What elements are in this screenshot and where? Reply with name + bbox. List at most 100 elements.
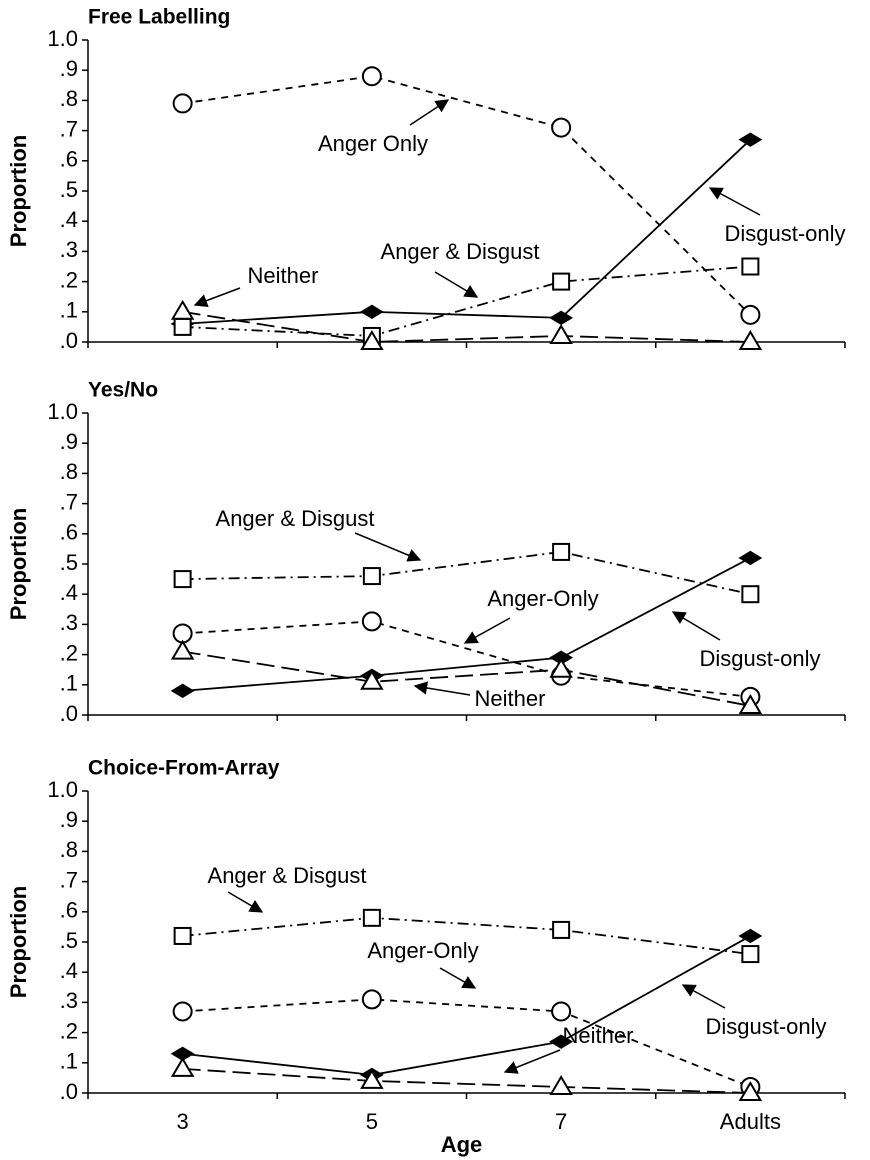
y-tick-label: .7 (60, 116, 78, 141)
series-annotation: Neither (563, 1023, 634, 1048)
series-line (182, 935, 751, 1076)
annotation-arrow (193, 287, 241, 308)
marker (738, 693, 763, 714)
marker (361, 611, 382, 632)
series-annotation: Anger & Disgust (208, 863, 367, 888)
x-tick-label: Adults (720, 1109, 781, 1134)
y-tick-label: .6 (60, 898, 78, 923)
annotation-arrow (503, 1049, 561, 1074)
marker (173, 926, 192, 945)
y-tick-label: .9 (60, 429, 78, 454)
marker (741, 585, 760, 604)
y-tick-label: .9 (60, 56, 78, 81)
marker (549, 650, 574, 665)
y-tick-label: 1.0 (47, 399, 78, 424)
marker (738, 928, 763, 944)
y-tick-label: 1.0 (47, 777, 78, 802)
y-tick-label: 1.0 (47, 26, 78, 51)
series-line (182, 139, 751, 325)
marker (552, 272, 571, 291)
series-annotation: Disgust-only (699, 646, 820, 671)
y-tick-label: .8 (60, 459, 78, 484)
y-tick-label: .4 (60, 207, 78, 232)
y-axis-label: Proportion (6, 886, 31, 998)
marker (552, 542, 571, 561)
marker (172, 1001, 193, 1022)
series-annotation: Neither (248, 263, 319, 288)
marker (549, 1074, 573, 1095)
series-annotation: Anger-Only (487, 586, 598, 611)
series-annotation: Disgust-only (705, 1014, 826, 1039)
series-line (182, 310, 751, 343)
y-tick-label: .1 (60, 671, 78, 696)
annotation-arrow (439, 967, 477, 989)
x-tick-label: 5 (366, 1109, 378, 1134)
series-annotation: Anger-Only (367, 938, 478, 963)
y-tick-label: .8 (60, 837, 78, 862)
marker (552, 920, 571, 939)
marker (170, 1056, 195, 1077)
series-line (182, 1067, 751, 1094)
marker (359, 304, 384, 319)
annotation-arrow (409, 99, 450, 126)
marker (360, 669, 384, 690)
y-tick-label: .8 (60, 86, 78, 111)
x-tick-label: 7 (555, 1109, 567, 1134)
y-tick-label: .5 (60, 177, 78, 202)
series-line (182, 916, 751, 955)
series-line (182, 650, 751, 707)
annotation-arrow (413, 681, 471, 696)
marker (549, 1034, 574, 1049)
marker (551, 117, 572, 138)
marker (549, 310, 574, 326)
annotation-arrow (708, 187, 761, 216)
series-annotation: Disgust-only (724, 221, 845, 246)
annotation-arrow (354, 532, 422, 562)
marker (362, 567, 381, 586)
marker (549, 323, 573, 344)
y-tick-label: .4 (60, 580, 78, 605)
marker (170, 683, 195, 699)
y-tick-label: .9 (60, 807, 78, 832)
y-tick-label: .0 (60, 701, 78, 726)
y-tick-label: .7 (60, 489, 78, 514)
annotation-arrow (434, 271, 479, 298)
marker (738, 330, 763, 350)
y-tick-label: .6 (60, 147, 78, 172)
series-line (182, 557, 751, 692)
series-annotation: Anger Only (318, 131, 428, 156)
annotation-arrow (227, 891, 264, 913)
y-axis-label: Proportion (6, 508, 31, 620)
y-tick-label: .5 (60, 928, 78, 953)
y-tick-label: .6 (60, 520, 78, 545)
marker (549, 657, 573, 678)
marker (361, 989, 382, 1010)
marker (362, 908, 381, 927)
y-tick-label: .3 (60, 988, 78, 1013)
y-tick-label: .5 (60, 550, 78, 575)
series-line (182, 265, 751, 337)
annotation-arrow (671, 611, 721, 641)
marker (170, 299, 195, 320)
y-tick-label: .0 (60, 1079, 78, 1104)
marker (738, 1081, 763, 1101)
y-tick-label: .2 (60, 267, 78, 292)
series-line (182, 551, 751, 596)
marker (738, 132, 763, 147)
marker (173, 317, 192, 336)
y-tick-label: .0 (60, 328, 78, 353)
marker (360, 1068, 384, 1089)
x-tick-label: 3 (177, 1109, 189, 1134)
marker (170, 639, 195, 660)
series-annotation: Anger & Disgust (216, 506, 375, 531)
annotation-arrow (681, 984, 726, 1009)
chart-title: Free Labelling (88, 6, 230, 29)
marker (738, 550, 763, 566)
series-line (182, 620, 751, 698)
series-line (182, 75, 752, 316)
y-tick-label: .3 (60, 610, 78, 635)
x-axis-label: Age (441, 1132, 483, 1157)
y-tick-label: .3 (60, 237, 78, 262)
y-tick-label: .1 (60, 1049, 78, 1074)
